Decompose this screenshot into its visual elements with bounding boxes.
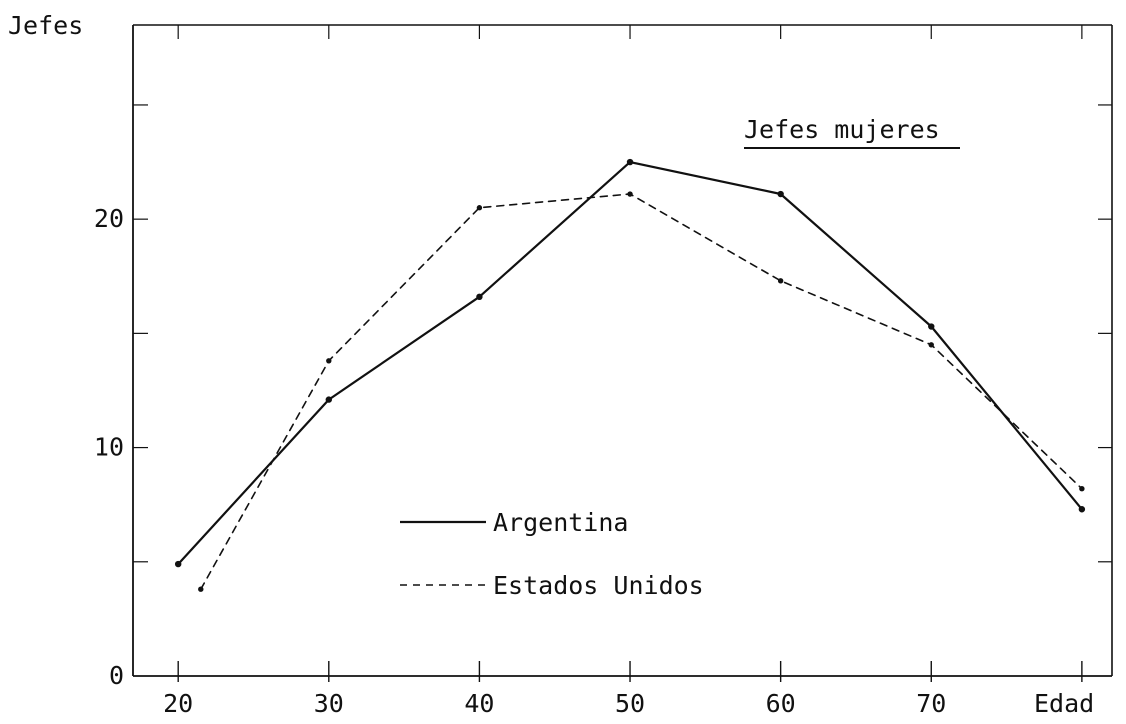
data-point xyxy=(928,323,935,330)
series-line-argentina xyxy=(177,161,1083,566)
labels-layer: 20 30 40 50 60 70 0 10 20 Jefes Edad Jefes mujeres A… xyxy=(8,11,1094,718)
series-layer xyxy=(174,158,1086,592)
x-axis-label: Edad xyxy=(1034,689,1094,718)
data-point xyxy=(777,190,784,198)
x-tick-label: 60 xyxy=(766,689,796,718)
data-point xyxy=(1079,485,1085,492)
x-tick-label: 40 xyxy=(464,689,494,718)
data-point xyxy=(198,586,204,592)
data-point xyxy=(928,342,934,348)
data-point xyxy=(777,278,784,284)
legend-label: Estados Unidos xyxy=(493,571,704,600)
data-point xyxy=(325,396,332,403)
data-point xyxy=(626,158,634,166)
legend-label: Argentina xyxy=(493,508,628,537)
ticks-layer xyxy=(133,25,1112,682)
x-tick-label: 50 xyxy=(615,689,645,718)
y-tick-label: 0 xyxy=(109,661,124,690)
data-point xyxy=(476,205,483,211)
data-point xyxy=(476,293,483,301)
y-axis-label: Jefes xyxy=(8,11,83,40)
data-point xyxy=(326,358,332,364)
x-tick-label: 30 xyxy=(314,689,344,718)
data-point xyxy=(174,560,182,568)
chart-title: Jefes mujeres xyxy=(744,115,940,144)
axes-layer xyxy=(132,24,1113,677)
data-point xyxy=(627,191,633,197)
data-point xyxy=(1078,506,1086,513)
y-tick-label: 10 xyxy=(94,433,124,462)
x-tick-label: 70 xyxy=(916,689,946,718)
y-tick-label: 20 xyxy=(94,204,124,233)
x-tick-label: 20 xyxy=(163,689,193,718)
series-line-estados-unidos xyxy=(200,193,1083,590)
